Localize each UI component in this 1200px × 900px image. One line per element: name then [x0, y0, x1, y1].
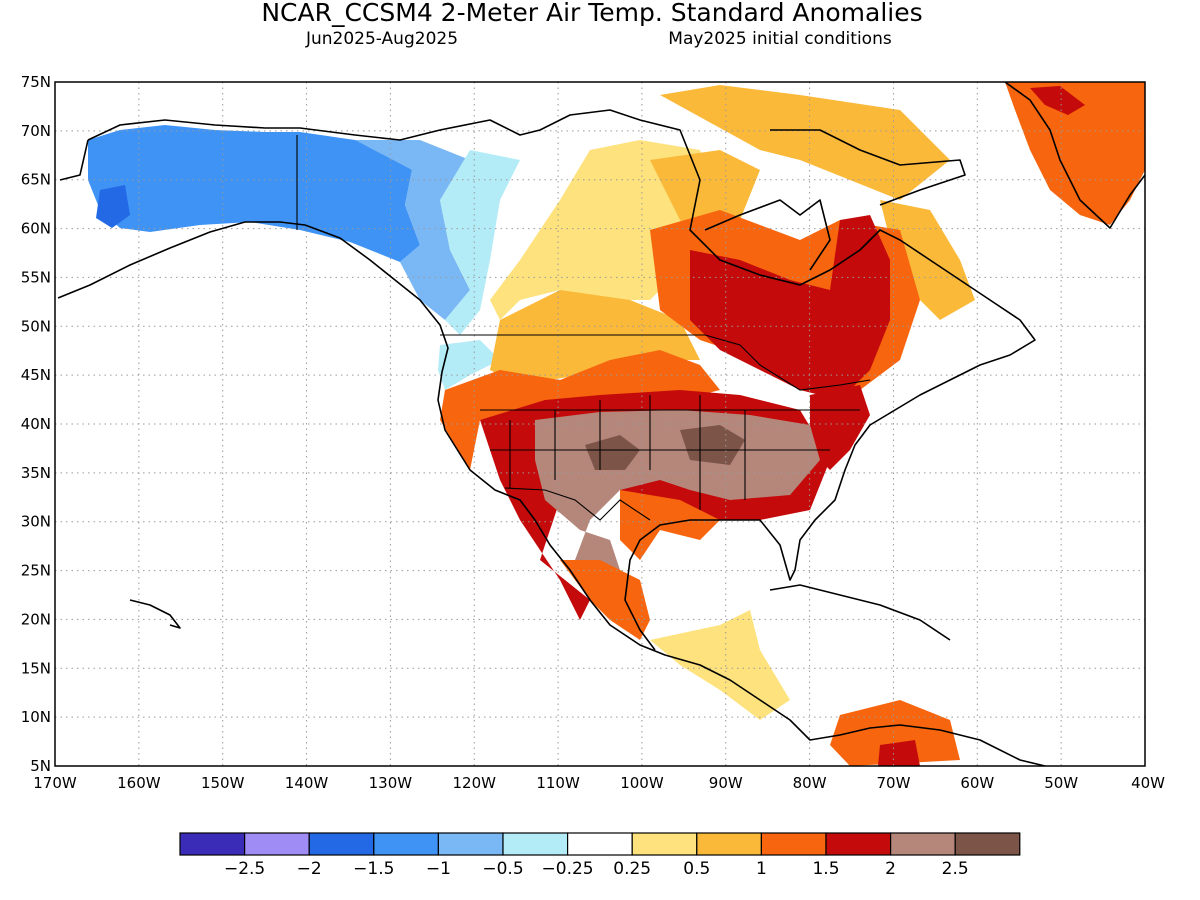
- longitude-labels: 170W 160W 150W 140W 130W 120W 110W 100W 90W 80W 70…: [33, 774, 1165, 792]
- colorbar-swatch: [889, 832, 956, 856]
- latitude-label: 10N: [21, 708, 51, 726]
- latitude-label: 65N: [21, 171, 51, 189]
- great-lakes-strong-warm: [690, 215, 890, 400]
- colorbar-swatch: [373, 832, 439, 856]
- longitude-label: 150W: [201, 774, 245, 792]
- colorbar-swatch: [760, 832, 827, 856]
- colorbar-swatch: [244, 832, 310, 856]
- longitude-label: 80W: [793, 774, 827, 792]
- forecast-period: Jun2025-Aug2025: [305, 29, 458, 49]
- map-frame: [54, 81, 1146, 767]
- colorbar-label: −1.5: [353, 859, 394, 879]
- labrador-warm: [880, 200, 975, 320]
- colorbar-swatch: [696, 832, 762, 856]
- arctic-islands-warm: [660, 85, 950, 200]
- colorbar-label: 0.5: [683, 859, 710, 879]
- alaska-cold-anomaly: [88, 125, 420, 262]
- latitude-label: 25N: [21, 562, 51, 580]
- latitude-label: 45N: [21, 366, 51, 384]
- colorbar-label: 2.5: [942, 859, 969, 879]
- graticule: [55, 82, 1145, 766]
- colorbar-label: 2: [885, 859, 896, 879]
- colorbar-swatch: [308, 832, 375, 856]
- latitude-label: 60N: [21, 220, 51, 238]
- colorbar-swatch: [954, 832, 1021, 856]
- colorbar-swatch: [825, 832, 892, 856]
- longitude-label: 110W: [536, 774, 580, 792]
- latitude-label: 75N: [21, 73, 51, 91]
- venezuela-strong-warm: [878, 740, 920, 766]
- alaska-moderate-cold: [96, 185, 130, 228]
- central-america-warm: [650, 610, 790, 720]
- latitude-label: 50N: [21, 317, 51, 335]
- map-panel: [55, 82, 1145, 766]
- colorbar-label: 1.5: [812, 859, 839, 879]
- pacific-nw-weak-cold: [438, 340, 500, 390]
- latitude-label: 20N: [21, 610, 51, 628]
- yukon-cold: [355, 140, 470, 320]
- longitude-label: 60W: [960, 774, 994, 792]
- longitude-label: 120W: [452, 774, 496, 792]
- colorbar-swatch: [566, 832, 633, 856]
- colorbar-swatch: [179, 832, 246, 856]
- colorbar-label: 0.25: [613, 859, 651, 879]
- texas-core-extreme: [585, 435, 640, 470]
- colorbar-label: −1: [426, 859, 451, 879]
- colorbar: −2.5 −2 −1.5 −1 −0.5 −0.25 0.25 0.5 1 1.5 2 2.5: [179, 832, 1021, 879]
- midsouth-core-extreme: [680, 425, 745, 465]
- latitude-label: 70N: [21, 122, 51, 140]
- latitude-labels: 75N 70N 65N 60N 55N 50N 45N 40N 35N 30N 25N 20N 15N 1…: [21, 73, 51, 775]
- longitude-label: 130W: [369, 774, 413, 792]
- south-america-warm: [830, 700, 960, 766]
- latitude-label: 15N: [21, 659, 51, 677]
- colorbar-label: −2: [297, 859, 322, 879]
- longitude-label: 170W: [33, 774, 77, 792]
- northern-plains-moderate: [490, 290, 700, 385]
- colorbar-swatch: [437, 832, 504, 856]
- initial-conditions: May2025 initial conditions: [668, 29, 892, 49]
- colorbar-label: −2.5: [224, 859, 265, 879]
- longitude-label: 70W: [877, 774, 911, 792]
- greenland-warm: [1005, 82, 1145, 225]
- latitude-label: 55N: [21, 268, 51, 286]
- gulf-coast-warm: [620, 490, 720, 560]
- colorbar-swatch: [502, 832, 569, 856]
- longitude-label: 140W: [285, 774, 329, 792]
- longitude-label: 90W: [709, 774, 743, 792]
- latitude-label: 30N: [21, 513, 51, 531]
- latitude-label: 35N: [21, 464, 51, 482]
- colorbar-label: 1: [756, 859, 767, 879]
- bc-weak-cold: [440, 150, 520, 335]
- longitude-label: 160W: [117, 774, 161, 792]
- colorbar-label: −0.25: [542, 859, 594, 879]
- colorbar-label: −0.5: [482, 859, 523, 879]
- coastlines: [57, 82, 1145, 766]
- longitude-label: 100W: [620, 774, 664, 792]
- latitude-label: 5N: [30, 757, 51, 775]
- figure-title: NCAR_CCSM4 2-Meter Air Temp. Standard An…: [261, 0, 922, 27]
- longitude-label: 40W: [1131, 774, 1165, 792]
- latitude-label: 40N: [21, 415, 51, 433]
- longitude-label: 50W: [1044, 774, 1078, 792]
- northeast-strong-warm: [810, 385, 870, 470]
- political-borders: [296, 135, 871, 521]
- greenland-strong: [1030, 86, 1085, 115]
- colorbar-swatch: [631, 832, 698, 856]
